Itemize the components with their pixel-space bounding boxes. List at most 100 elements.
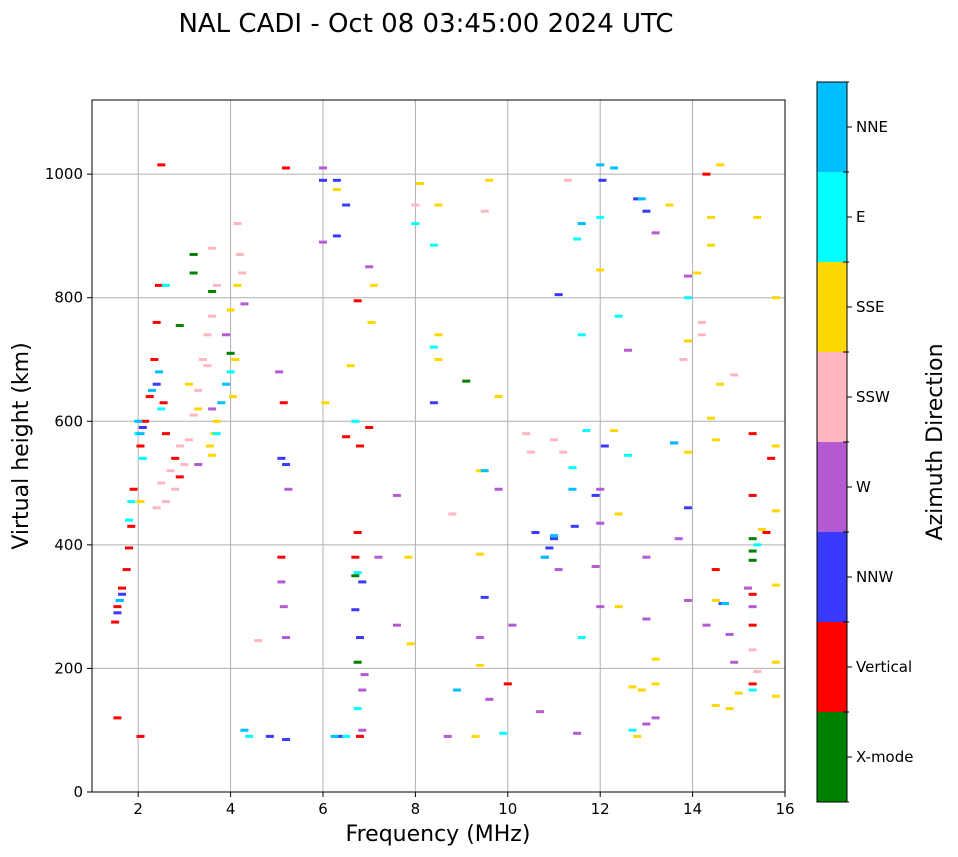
data-point xyxy=(651,231,660,235)
data-point xyxy=(614,512,623,516)
data-point xyxy=(157,481,166,485)
y-tick-label: 1000 xyxy=(45,165,83,183)
data-point xyxy=(753,670,762,674)
data-point xyxy=(122,568,131,572)
data-point xyxy=(127,524,136,528)
data-point xyxy=(748,537,757,541)
data-point xyxy=(526,450,535,454)
y-tick-label: 0 xyxy=(73,783,83,801)
data-point xyxy=(233,283,242,287)
data-point xyxy=(282,737,291,741)
data-point xyxy=(434,333,443,337)
data-point xyxy=(175,475,184,479)
colorbar-label: Vertical xyxy=(856,658,912,676)
data-point xyxy=(471,734,480,738)
data-point xyxy=(212,432,221,436)
data-point xyxy=(623,453,632,457)
data-point xyxy=(591,564,600,568)
data-point xyxy=(355,444,364,448)
data-point xyxy=(265,734,274,738)
data-point xyxy=(596,521,605,525)
data-point xyxy=(161,500,170,504)
data-point xyxy=(118,586,127,590)
data-point xyxy=(771,583,780,587)
data-point xyxy=(353,660,362,664)
data-point xyxy=(702,172,711,176)
data-point xyxy=(365,265,374,269)
data-point xyxy=(319,166,327,170)
data-point xyxy=(185,438,194,442)
data-point xyxy=(150,358,159,361)
data-point xyxy=(332,178,341,182)
data-point xyxy=(711,568,720,572)
data-point xyxy=(480,469,489,473)
colorbar-segment xyxy=(817,82,847,172)
data-point xyxy=(152,382,161,386)
data-point xyxy=(351,608,360,612)
data-point xyxy=(596,163,605,167)
data-point xyxy=(152,320,161,324)
data-point xyxy=(124,518,133,522)
colorbar-segment xyxy=(817,172,847,262)
data-point xyxy=(596,605,605,609)
data-point xyxy=(697,320,706,324)
data-point xyxy=(531,531,540,534)
data-point xyxy=(221,333,230,337)
data-point xyxy=(716,163,725,167)
data-point xyxy=(637,197,646,201)
data-point xyxy=(240,302,249,306)
series-vertical xyxy=(111,163,776,738)
data-point xyxy=(353,531,362,534)
colorbar-label: X-mode xyxy=(856,748,913,766)
data-point xyxy=(330,734,339,738)
data-point xyxy=(221,382,230,386)
data-point xyxy=(282,166,291,170)
data-point xyxy=(429,401,438,405)
data-point xyxy=(614,605,623,609)
data-point xyxy=(610,429,619,433)
data-point xyxy=(136,500,145,504)
data-point xyxy=(369,283,378,287)
data-point xyxy=(277,580,286,584)
data-point xyxy=(284,487,293,491)
series-w xyxy=(194,166,757,738)
data-point xyxy=(346,364,355,368)
data-point xyxy=(554,568,563,572)
data-point xyxy=(697,333,706,337)
data-point xyxy=(282,636,291,640)
data-point xyxy=(725,707,734,711)
data-point xyxy=(570,524,579,528)
data-point xyxy=(771,296,780,300)
data-point xyxy=(353,299,362,303)
data-point xyxy=(365,425,374,429)
data-point xyxy=(208,246,217,250)
data-point xyxy=(748,688,757,692)
data-point xyxy=(683,506,692,510)
x-tick-label: 10 xyxy=(498,800,517,818)
data-point xyxy=(623,348,632,352)
series-e xyxy=(124,215,762,738)
data-point xyxy=(577,333,586,337)
data-point xyxy=(231,358,240,361)
data-point xyxy=(113,716,122,720)
data-point xyxy=(358,688,367,692)
data-point xyxy=(171,456,180,460)
data-point xyxy=(702,623,711,627)
data-point xyxy=(113,605,122,609)
data-point xyxy=(189,413,198,417)
data-point xyxy=(748,432,757,436)
data-point xyxy=(683,274,692,278)
colorbar-title: Azimuth Direction xyxy=(923,343,948,540)
data-point xyxy=(136,734,145,738)
data-point xyxy=(332,234,341,238)
data-point xyxy=(277,456,286,460)
data-point xyxy=(148,388,157,392)
data-point xyxy=(730,373,739,377)
data-point xyxy=(335,734,344,738)
data-point xyxy=(573,731,582,735)
data-point xyxy=(434,358,443,361)
data-point xyxy=(279,401,288,405)
data-point xyxy=(154,370,163,374)
data-point xyxy=(118,592,127,596)
data-point xyxy=(332,188,341,192)
